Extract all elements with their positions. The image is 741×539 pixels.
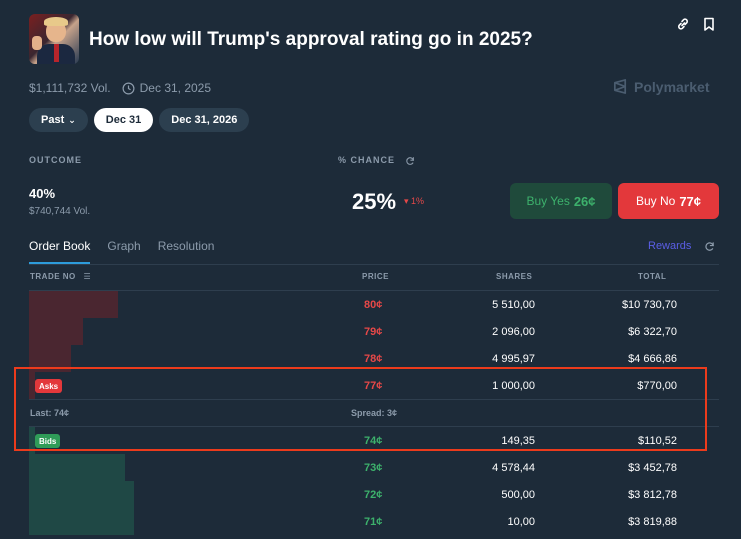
depth-bar (29, 318, 83, 345)
total-column-header: TOTAL (638, 272, 667, 281)
pill-dec-31-2026[interactable]: Dec 31, 2026 (159, 108, 250, 132)
bid-shares: 10,00 (507, 516, 535, 528)
brand-name: Polymarket (634, 78, 710, 95)
bid-row[interactable]: Bids 74¢ 149,35 $110,52 (29, 427, 719, 454)
asks-badge: Asks (35, 379, 63, 393)
depth-bar (29, 427, 35, 454)
ask-shares: 1 000,00 (492, 380, 535, 392)
bid-total: $3 452,78 (628, 462, 677, 474)
date-filter: Past ⌄ Dec 31 Dec 31, 2026 (29, 108, 255, 132)
bid-price: 71¢ (364, 516, 383, 528)
depth-bar (29, 372, 35, 399)
last-price: Last: 74¢ (30, 408, 70, 418)
bid-shares: 4 578,44 (492, 462, 535, 474)
chance-column-header: % CHANCE (338, 155, 415, 166)
ask-shares: 4 995,97 (492, 353, 535, 365)
ask-row[interactable]: 79¢ 2 096,00 $6 322,70 (29, 318, 719, 345)
depth-bar (29, 481, 134, 508)
tab-order-book[interactable]: Order Book (29, 239, 91, 264)
clock-icon (122, 82, 135, 95)
header-divider (29, 290, 719, 291)
pill-dec-31[interactable]: Dec 31 (93, 108, 154, 132)
bookmark-icon[interactable] (701, 16, 717, 32)
depth-bar (29, 291, 118, 318)
pill-past[interactable]: Past ⌄ (29, 108, 88, 132)
detail-tabs: Order Book Graph Resolution (29, 239, 231, 264)
ask-total: $770,00 (637, 380, 677, 392)
bid-price: 72¢ (364, 489, 383, 501)
refresh-icon[interactable] (704, 241, 715, 252)
polymarket-icon (613, 79, 627, 94)
bid-row[interactable]: 71¢ 10,00 $3 819,88 (29, 508, 719, 535)
bid-row[interactable]: 72¢ 500,00 $3 812,78 (29, 481, 719, 508)
highlight-box (14, 367, 707, 451)
ask-total: $4 666,86 (628, 353, 677, 365)
bid-shares: 149,35 (501, 435, 535, 447)
bid-price: 73¢ (364, 462, 383, 474)
market-end-date: Dec 31, 2025 (139, 81, 212, 95)
outcome-volume: $740,744 Vol. (29, 206, 91, 217)
bid-total: $3 819,88 (628, 516, 677, 528)
depth-bar (29, 454, 125, 481)
ask-price: 80¢ (364, 299, 383, 311)
ask-total: $6 322,70 (628, 326, 677, 338)
market-thumbnail (29, 14, 79, 64)
chevron-down-icon: ⌄ (68, 114, 76, 125)
ask-shares: 5 510,00 (492, 299, 535, 311)
depth-bar (29, 508, 134, 535)
spread-value: Spread: 3¢ (351, 408, 398, 418)
tab-resolution[interactable]: Resolution (157, 239, 215, 253)
trade-column-header: TRADE NO ☰ (30, 272, 92, 281)
bid-total: $110,52 (638, 435, 677, 447)
market-meta: $1,111,732 Vol. Dec 31, 2025 (29, 81, 211, 95)
ask-price: 77¢ (364, 380, 383, 392)
buy-yes-button[interactable]: Buy Yes 26¢ (510, 183, 612, 219)
shares-column-header: SHARES (496, 272, 533, 281)
ask-row[interactable]: 80¢ 5 510,00 $10 730,70 (29, 291, 719, 318)
row-divider (29, 399, 719, 400)
bid-price: 74¢ (364, 435, 383, 447)
market-title: How low will Trump's approval rating go … (89, 29, 533, 50)
link-icon[interactable] (675, 16, 691, 32)
outcome-column-header: OUTCOME (29, 155, 82, 165)
ask-row[interactable]: Asks 77¢ 1 000,00 $770,00 (29, 372, 719, 399)
tabs-divider (29, 264, 719, 265)
ask-price: 78¢ (364, 353, 383, 365)
bid-total: $3 812,78 (628, 489, 677, 501)
outcome-label: 40% (29, 186, 56, 201)
ask-total: $10 730,70 (621, 299, 677, 311)
bid-shares: 500,00 (501, 489, 535, 501)
row-divider (29, 426, 719, 427)
bid-row[interactable]: 73¢ 4 578,44 $3 452,78 (29, 454, 719, 481)
bids-badge: Bids (35, 434, 61, 448)
sort-icon[interactable]: ☰ (83, 272, 92, 281)
ask-price: 79¢ (364, 326, 383, 338)
market-header: How low will Trump's approval rating go … (29, 14, 719, 64)
market-volume: $1,111,732 Vol. (29, 81, 111, 95)
tab-graph[interactable]: Graph (107, 239, 141, 253)
refresh-icon[interactable] (405, 156, 415, 166)
price-column-header: PRICE (362, 272, 389, 281)
outcome-chance: 25% (352, 189, 397, 214)
chance-delta: ▾ 1% (404, 196, 425, 206)
polymarket-logo[interactable]: Polymarket (612, 78, 709, 95)
buy-no-button[interactable]: Buy No 77¢ (618, 183, 719, 219)
rewards-link[interactable]: Rewards (648, 240, 692, 252)
spread-row: Last: 74¢ Spread: 3¢ (29, 399, 719, 426)
ask-shares: 2 096,00 (492, 326, 535, 338)
